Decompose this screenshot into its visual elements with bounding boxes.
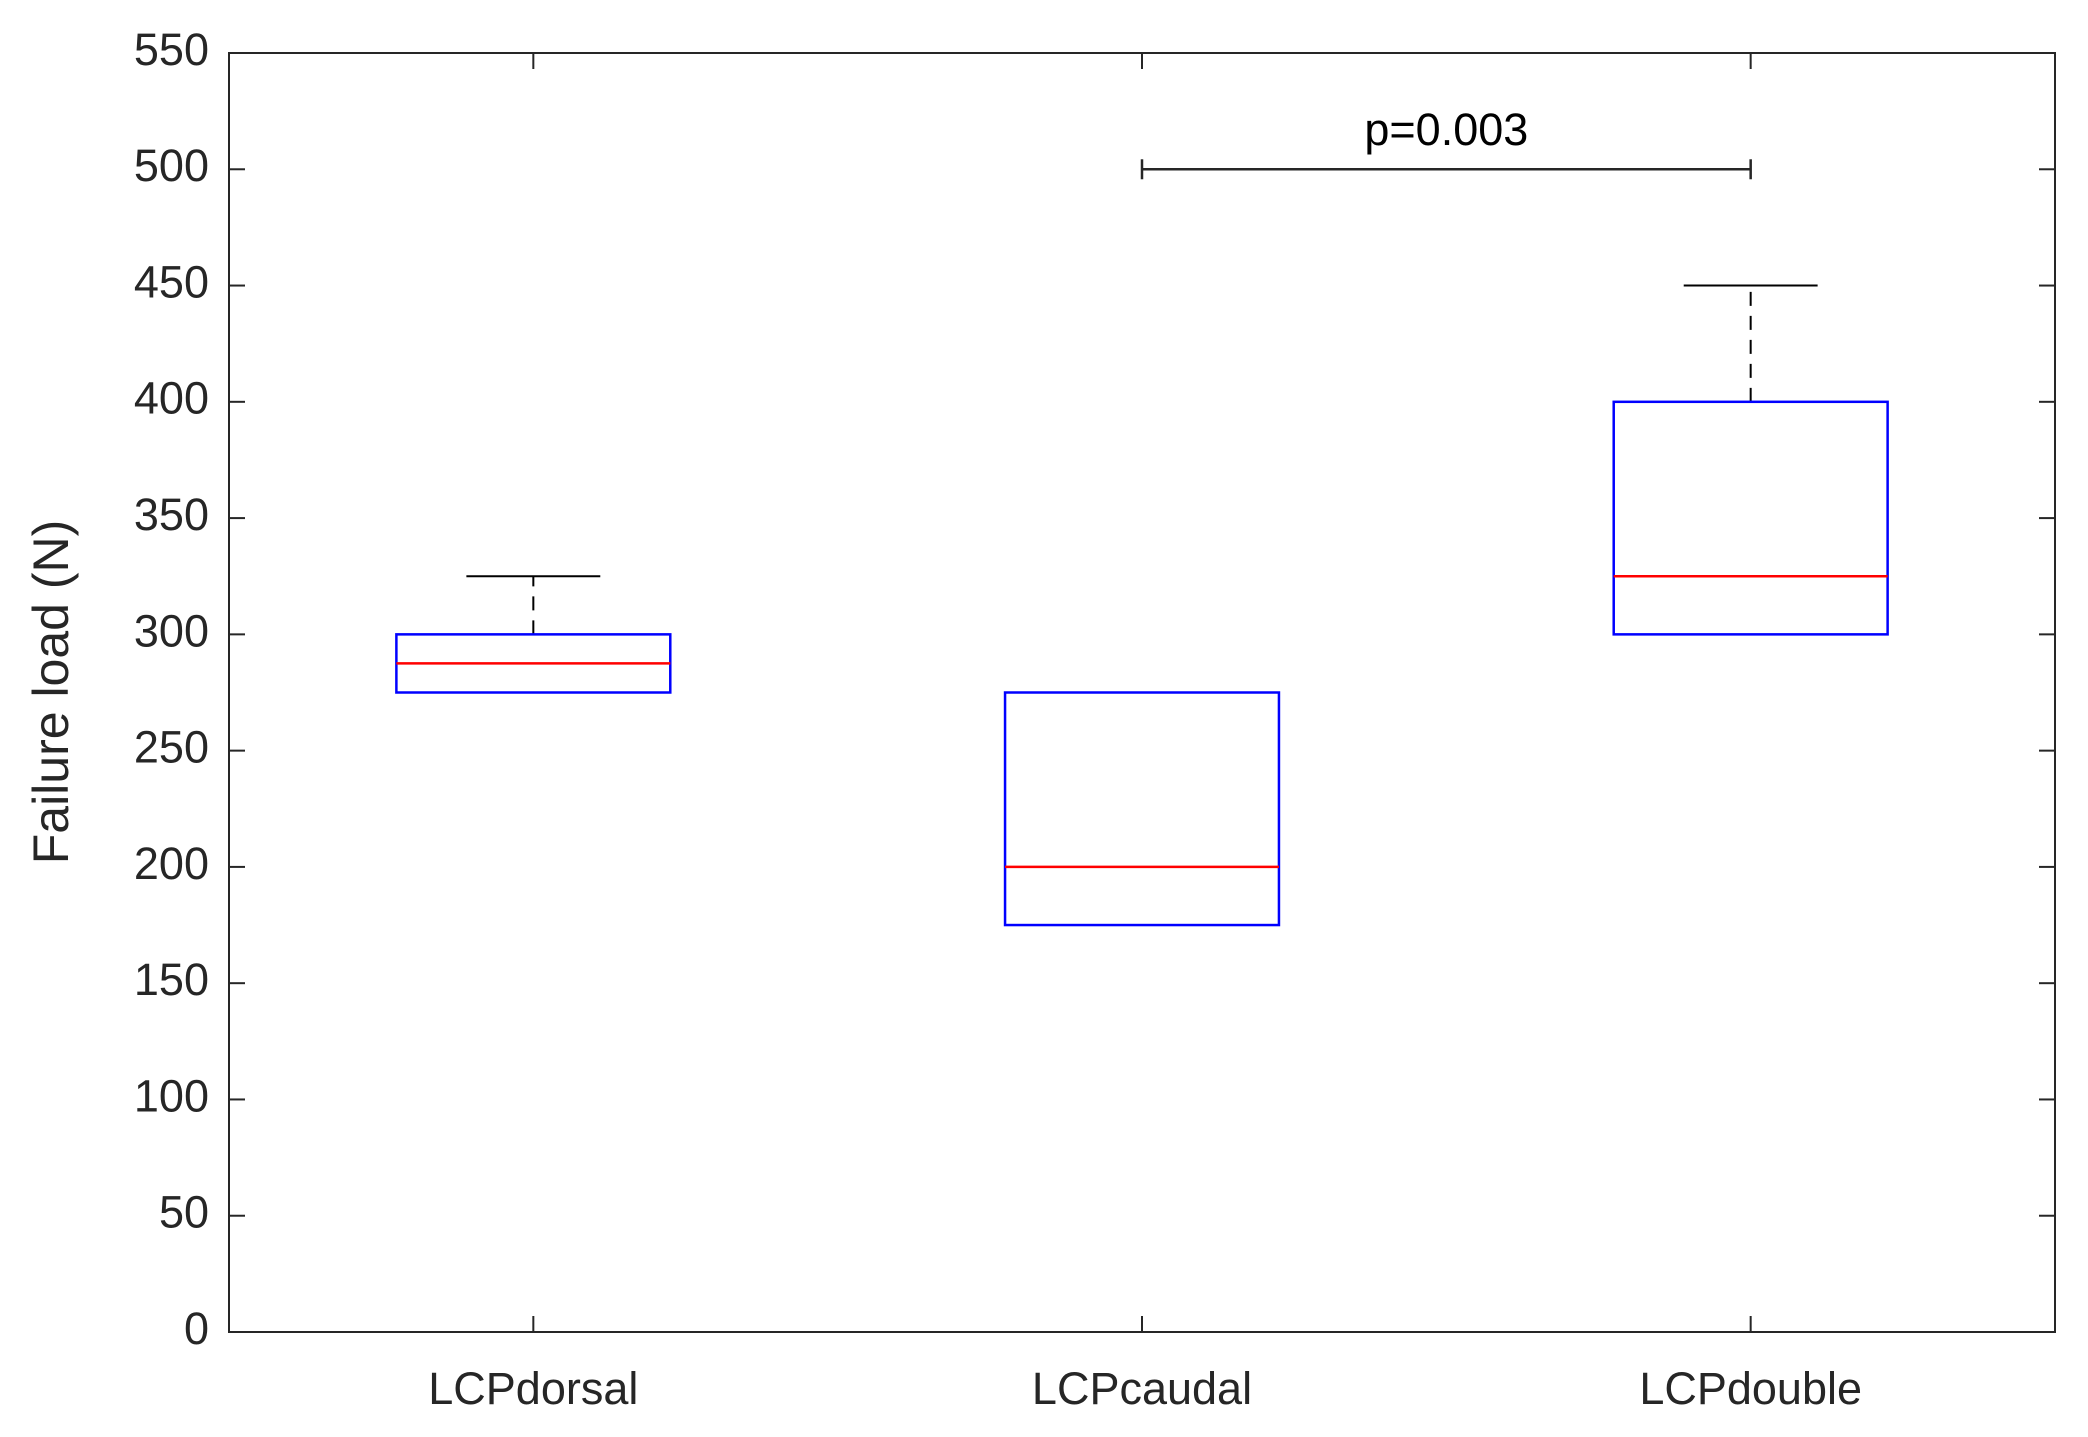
y-tick-label: 500 xyxy=(134,140,209,191)
x-tick-label: LCPdouble xyxy=(1639,1363,1862,1414)
box xyxy=(1003,691,1281,927)
y-tick-label: 450 xyxy=(134,256,209,307)
y-axis-label: Failure load (N) xyxy=(23,520,79,865)
x-tick-label: LCPdorsal xyxy=(428,1363,638,1414)
y-tick-label: 550 xyxy=(134,24,209,75)
y-tick-label: 0 xyxy=(184,1303,209,1354)
x-tick-label: LCPcaudal xyxy=(1032,1363,1252,1414)
y-tick-label: 300 xyxy=(134,605,209,656)
y-tick-label: 50 xyxy=(159,1187,209,1238)
box xyxy=(1612,400,1889,636)
y-tick-label: 250 xyxy=(134,722,209,773)
y-tick-label: 350 xyxy=(134,489,209,540)
y-tick-label: 100 xyxy=(134,1070,209,1121)
significance-label: p=0.003 xyxy=(1364,104,1528,155)
y-tick-label: 200 xyxy=(134,838,209,889)
y-tick-label: 400 xyxy=(134,373,209,424)
y-tick-label: 150 xyxy=(134,954,209,1005)
